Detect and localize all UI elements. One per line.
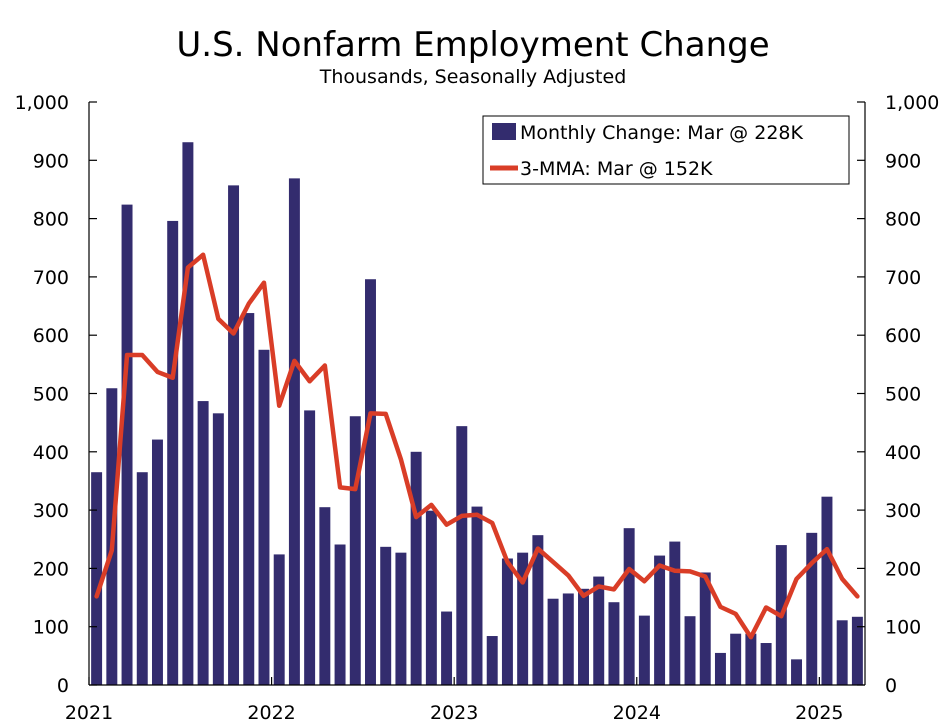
y-axis-right: 0 100 200 300 400 500 600 700 800 900 1,000 [857, 92, 939, 697]
chart-subtitle: Thousands, Seasonally Adjusted [319, 66, 627, 88]
y-tick-label-left: 0 [57, 675, 69, 697]
y-tick-label-right: 1,000 [885, 92, 939, 114]
bar [471, 506, 483, 685]
x-tick-label: 2023 [430, 702, 478, 724]
bar [547, 598, 559, 685]
bar [167, 220, 179, 685]
bar [836, 620, 848, 685]
bar [821, 496, 833, 685]
legend-swatch-bars [492, 123, 516, 140]
bar [197, 401, 209, 685]
bar [669, 541, 681, 685]
bar [91, 472, 103, 685]
bar [121, 204, 133, 686]
bar [243, 313, 255, 685]
bar [349, 416, 361, 685]
y-tick-label-left: 700 [33, 267, 69, 289]
bar [456, 426, 468, 685]
bar [623, 528, 635, 685]
y-tick-label-right: 200 [885, 558, 921, 580]
bar [730, 633, 742, 685]
y-tick-label-right: 800 [885, 209, 921, 231]
bar [532, 535, 544, 685]
y-tick-label-right: 300 [885, 500, 921, 522]
bar [486, 636, 498, 685]
legend-label-bars: Monthly Change: Mar @ 228K [520, 122, 803, 144]
bar [791, 659, 803, 685]
bar [288, 178, 300, 685]
line-series [94, 252, 860, 640]
y-tick-label-right: 600 [885, 325, 921, 347]
bar [714, 652, 726, 685]
bar [212, 413, 224, 685]
bar [334, 544, 346, 685]
bar [608, 602, 620, 685]
bar [380, 546, 392, 685]
bar [517, 552, 529, 685]
bar-series [91, 142, 863, 686]
bar [410, 451, 422, 685]
bar [273, 554, 285, 685]
x-tick-label: 2025 [795, 702, 843, 724]
bar [425, 510, 437, 685]
y-tick-label-right: 700 [885, 267, 921, 289]
bar [654, 555, 666, 685]
bar [441, 611, 453, 685]
y-tick-label-right: 500 [885, 384, 921, 406]
bar [851, 616, 863, 685]
x-axis: 2021 2022 2023 2024 2025 [65, 677, 844, 724]
bar [228, 185, 240, 685]
y-tick-label-right: 900 [885, 150, 921, 172]
chart-title: U.S. Nonfarm Employment Change [176, 25, 769, 65]
y-tick-label-right: 400 [885, 442, 921, 464]
y-tick-label-left: 1,000 [15, 92, 69, 114]
legend-label-line: 3-MMA: Mar @ 152K [520, 158, 713, 180]
x-tick-label: 2022 [247, 702, 295, 724]
bar [395, 552, 407, 685]
y-axis-left: 0 100 200 300 400 500 600 700 800 900 1,000 [15, 92, 97, 697]
bar [151, 439, 163, 685]
x-tick-label: 2021 [65, 702, 113, 724]
bar [638, 615, 650, 685]
bar [365, 279, 376, 685]
bar [699, 572, 711, 685]
y-tick-label-left: 300 [33, 500, 69, 522]
line-3mma [94, 252, 860, 640]
bar [182, 142, 194, 686]
legend-box [482, 115, 850, 185]
bar [806, 532, 818, 685]
y-tick-label-left: 100 [33, 617, 69, 639]
bar [501, 558, 513, 685]
y-tick-label-right: 100 [885, 617, 921, 639]
bar [562, 593, 574, 685]
y-tick-label-left: 400 [33, 442, 69, 464]
x-tick-label: 2024 [613, 702, 661, 724]
bar [304, 410, 316, 685]
y-tick-label-right: 0 [885, 675, 897, 697]
y-tick-label-left: 500 [33, 384, 69, 406]
bar [136, 472, 148, 685]
legend: Monthly Change: Mar @ 228K 3-MMA: Mar @ … [482, 115, 850, 185]
bar [593, 576, 605, 685]
bar [258, 349, 270, 685]
bar [578, 588, 589, 685]
y-tick-label-left: 900 [33, 150, 69, 172]
y-tick-label-left: 600 [33, 325, 69, 347]
bar [684, 616, 696, 685]
bar [760, 643, 772, 685]
bar [319, 507, 331, 685]
y-tick-label-left: 200 [33, 558, 69, 580]
y-tick-label-left: 800 [33, 209, 69, 231]
bar [745, 633, 757, 685]
